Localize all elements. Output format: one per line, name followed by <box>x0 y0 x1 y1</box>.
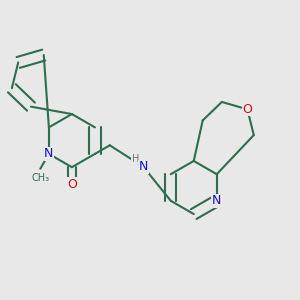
Text: N: N <box>44 147 54 161</box>
Text: N: N <box>212 194 221 207</box>
Text: CH₃: CH₃ <box>31 172 49 182</box>
Text: N: N <box>139 160 148 173</box>
Text: H: H <box>132 154 139 164</box>
Text: O: O <box>242 103 252 116</box>
Text: O: O <box>67 178 77 191</box>
